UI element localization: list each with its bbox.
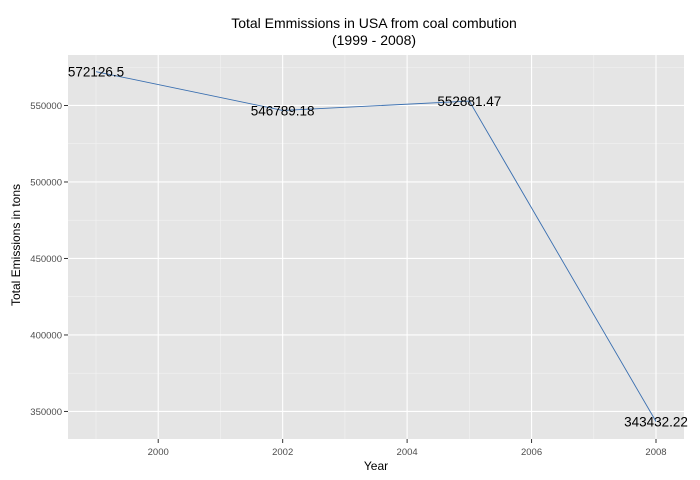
y-tick-label: 500000 (30, 177, 62, 188)
minor-gridlines (68, 55, 684, 439)
major-gridlines (68, 55, 684, 439)
data-label: 572126.5 (68, 65, 124, 80)
x-tick-label: 2004 (397, 447, 418, 458)
x-axis-title: Year (364, 459, 388, 473)
y-tick-label: 450000 (30, 254, 62, 265)
chart-subtitle: (1999 - 2008) (332, 32, 416, 48)
data-label: 343432.22 (624, 415, 688, 430)
data-labels: 572126.5 546789.18 552881.47 343432.22 (68, 65, 688, 430)
x-tick-label: 2008 (645, 447, 666, 458)
emissions-series-line (95, 71, 657, 422)
x-tick-label: 2006 (521, 447, 542, 458)
data-label: 546789.18 (251, 103, 315, 118)
y-axis-title: Total Emissions in tons (9, 184, 23, 306)
y-tick-label: 400000 (30, 330, 62, 341)
x-axis-ticks: 2000 2002 2004 2006 2008 (148, 439, 667, 458)
y-tick-label: 350000 (30, 407, 62, 418)
x-tick-label: 2002 (272, 447, 293, 458)
x-tick-label: 2000 (148, 447, 169, 458)
data-label: 552881.47 (437, 94, 501, 109)
y-axis-ticks: 350000 400000 450000 500000 550000 (30, 101, 68, 418)
plot-panel (68, 55, 684, 439)
y-tick-label: 550000 (30, 101, 62, 112)
chart-title: Total Emmissions in USA from coal combut… (231, 15, 517, 31)
